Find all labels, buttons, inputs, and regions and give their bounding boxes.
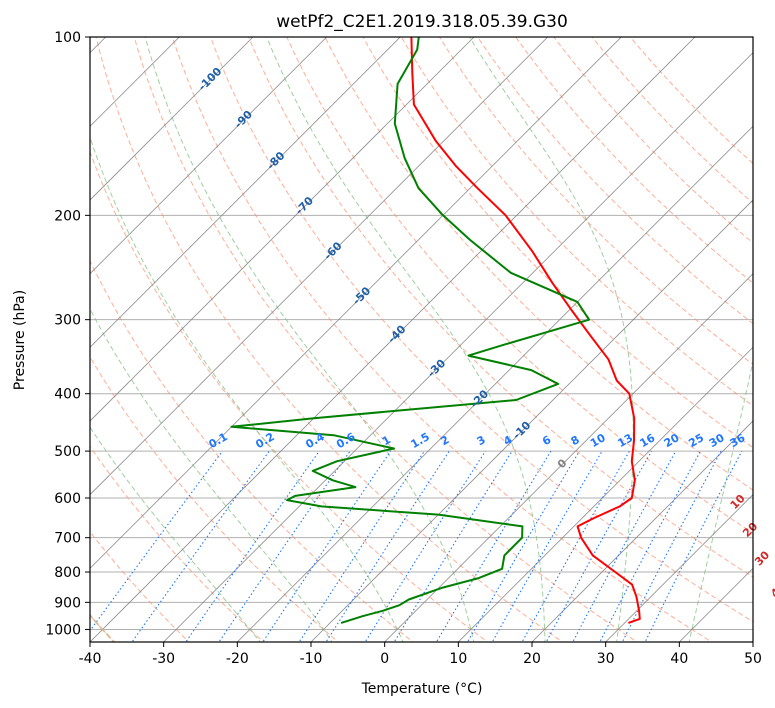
x-tick-label: 30 xyxy=(597,651,615,667)
isotherm xyxy=(310,199,753,642)
isotherm xyxy=(531,420,753,642)
mixing-ratio-line xyxy=(364,450,486,642)
dry-adiabat xyxy=(90,150,489,642)
y-tick-label: 300 xyxy=(54,313,81,329)
moist-adiabat xyxy=(90,426,261,642)
y-tick-label: 700 xyxy=(54,531,81,547)
moist-adiabat xyxy=(144,37,475,642)
dry-adiabat xyxy=(438,37,753,366)
y-tick-label: 1000 xyxy=(45,622,81,638)
isotherm xyxy=(90,37,254,201)
x-tick-label: 20 xyxy=(523,651,541,667)
chart-title: wetPf2_C2E1.2019.318.05.39.G30 xyxy=(276,12,568,32)
mixing-ratio-line xyxy=(185,450,320,642)
moist-adiabat xyxy=(90,308,333,642)
mixing-ratio-line xyxy=(90,450,223,632)
dry-adiabat xyxy=(133,37,638,642)
dry-adiabat xyxy=(286,37,753,534)
y-tick-label: 200 xyxy=(54,208,81,224)
isotherm xyxy=(384,273,753,642)
mixing-ratio-line xyxy=(621,450,722,642)
dry-adiabat xyxy=(248,37,753,578)
temperature-trace xyxy=(410,37,641,624)
x-tick-label: -20 xyxy=(226,651,249,667)
dry-adiabat xyxy=(90,531,190,642)
dry-adiabat xyxy=(95,37,564,642)
isotherm xyxy=(90,37,475,422)
mixing-ratio-line xyxy=(572,450,677,642)
x-tick-label: 50 xyxy=(744,651,762,667)
y-tick-label: 900 xyxy=(54,595,81,611)
isotherm xyxy=(90,37,549,496)
isotherm xyxy=(163,52,753,642)
mixing-ratio-line xyxy=(262,450,392,642)
mixing-ratio-line xyxy=(466,450,580,642)
mixing-ratio-line xyxy=(131,450,270,642)
isotherm xyxy=(90,37,696,642)
axes: -40 -30 -20 -10 0 10 20 30 40 50 100 200 300 400 500 60… xyxy=(45,30,762,667)
y-tick-label: 100 xyxy=(54,30,81,46)
background-lines xyxy=(90,37,753,642)
y-tick-label: 400 xyxy=(54,387,81,403)
x-axis-label: Temperature (°C) xyxy=(361,681,483,697)
plot-frame xyxy=(89,36,754,643)
mixing-ratio-line xyxy=(298,450,425,642)
y-tick-label: 600 xyxy=(54,491,81,507)
dry-adiabat xyxy=(324,37,753,491)
isotherm xyxy=(90,37,622,569)
dry-adiabat xyxy=(362,37,753,449)
sounding-traces xyxy=(230,37,641,624)
dry-adiabat xyxy=(171,37,713,642)
x-tick-label: 10 xyxy=(449,651,467,667)
x-tick-label: -30 xyxy=(152,651,175,667)
y-tick-label: 800 xyxy=(54,565,81,581)
isotherm xyxy=(457,346,753,642)
x-tick-label: 0 xyxy=(380,651,389,667)
moist-adiabat xyxy=(266,37,546,642)
mixing-ratio-line xyxy=(599,450,701,642)
isotherm xyxy=(90,37,328,275)
y-tick-label: 500 xyxy=(54,444,81,460)
x-tick-label: -10 xyxy=(300,651,323,667)
mixing-ratio-line xyxy=(218,450,351,642)
dry-adiabat xyxy=(90,356,340,642)
moist-adiabat xyxy=(469,37,634,642)
x-tick-label: 40 xyxy=(670,651,688,667)
isotherm xyxy=(605,494,753,642)
mixing-ratio-line xyxy=(393,450,513,642)
moist-adiabat xyxy=(688,358,753,642)
x-tick-label: -40 xyxy=(79,651,102,667)
dry-adiabat xyxy=(90,259,414,642)
dewpoint-trace xyxy=(230,37,591,624)
mixing-ratio-line xyxy=(325,450,450,642)
moist-adiabat-label: 40 xyxy=(768,580,775,600)
isotherm xyxy=(90,37,401,348)
y-axis-label: Pressure (hPa) xyxy=(12,290,28,390)
dry-adiabat xyxy=(209,37,753,623)
isotherm xyxy=(236,125,753,642)
